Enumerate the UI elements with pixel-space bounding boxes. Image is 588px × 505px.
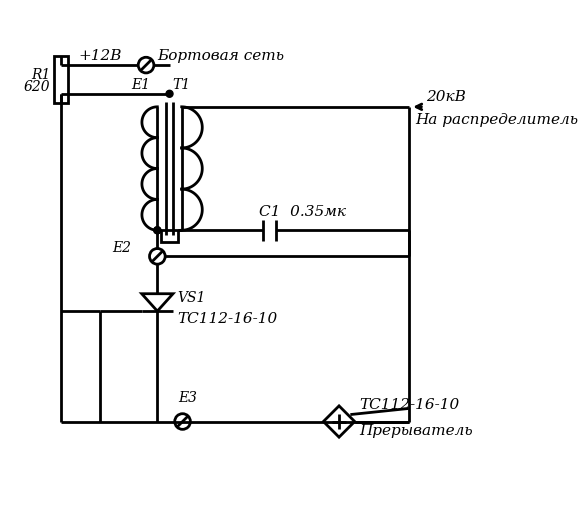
Text: TC112-16-10: TC112-16-10 xyxy=(178,312,278,325)
Text: T1: T1 xyxy=(172,78,191,92)
Circle shape xyxy=(154,227,161,234)
Text: Бортовая сеть: Бортовая сеть xyxy=(158,48,285,63)
Text: VS1: VS1 xyxy=(178,291,206,305)
Text: Прерыватель: Прерыватель xyxy=(359,423,473,437)
Circle shape xyxy=(154,227,161,234)
Text: E1: E1 xyxy=(131,78,151,92)
Text: E2: E2 xyxy=(112,240,131,254)
Text: C1  0.35мк: C1 0.35мк xyxy=(259,205,346,219)
Text: 620: 620 xyxy=(24,80,51,94)
Bar xyxy=(161,231,178,243)
Text: На распределитель: На распределитель xyxy=(416,113,579,127)
Text: +12В: +12В xyxy=(78,48,122,63)
Text: TC112-16-10: TC112-16-10 xyxy=(359,397,459,411)
Text: 20кВ: 20кВ xyxy=(426,90,466,104)
Text: R1: R1 xyxy=(31,68,51,82)
Circle shape xyxy=(166,91,173,98)
Text: E3: E3 xyxy=(178,390,197,405)
Bar xyxy=(54,57,68,104)
